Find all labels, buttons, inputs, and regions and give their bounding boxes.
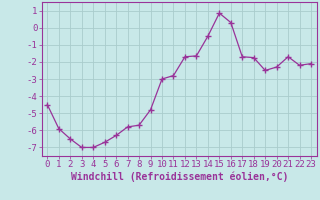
X-axis label: Windchill (Refroidissement éolien,°C): Windchill (Refroidissement éolien,°C) xyxy=(70,172,288,182)
